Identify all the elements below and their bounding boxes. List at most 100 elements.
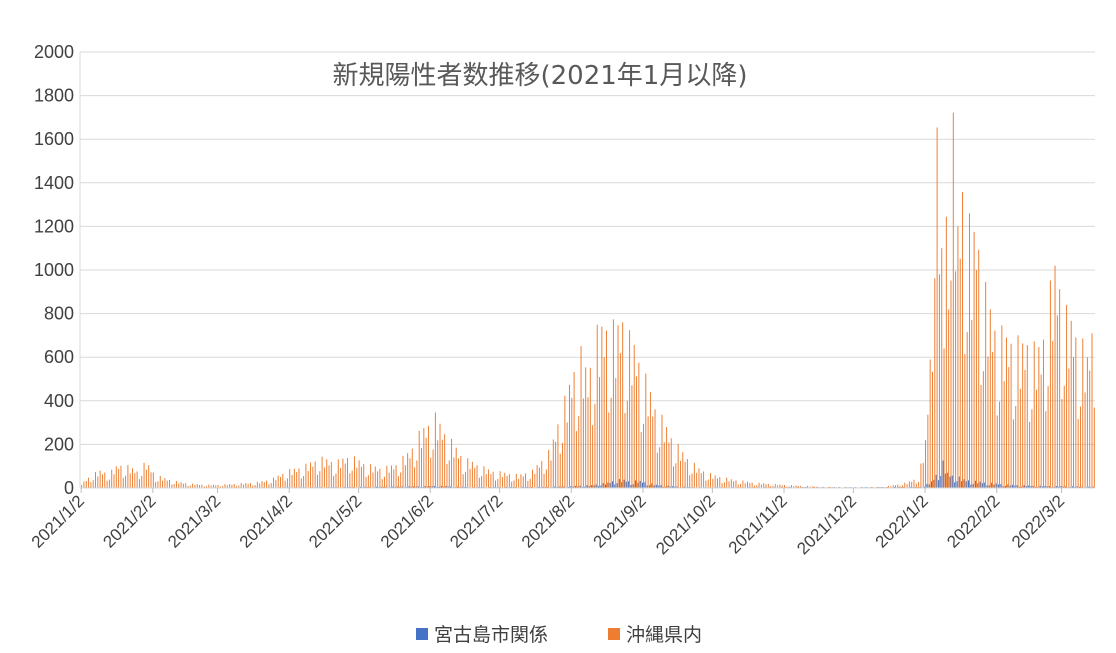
bar-okinawa <box>432 449 434 488</box>
x-tick-label: 2021/2/2 <box>99 491 159 551</box>
bar-miyakojima <box>986 485 988 488</box>
bar-okinawa <box>612 319 614 488</box>
y-tick-label: 800 <box>44 304 74 324</box>
bar-okinawa <box>582 398 584 488</box>
bar-okinawa <box>823 486 825 488</box>
bar-okinawa <box>1010 343 1012 488</box>
y-tick-label: 1800 <box>34 86 74 106</box>
bar-okinawa <box>259 483 261 488</box>
bar-okinawa <box>753 485 755 488</box>
bar-miyakojima <box>937 480 939 488</box>
bar-okinawa <box>545 469 547 488</box>
bar-okinawa <box>1040 374 1042 488</box>
x-tick-label: 2021/12/2 <box>793 491 860 558</box>
bar-miyakojima <box>359 486 361 488</box>
bar-okinawa <box>948 309 950 488</box>
bar-miyakojima <box>977 483 979 488</box>
bar-okinawa <box>261 481 263 488</box>
x-tick-label: 2021/4/2 <box>236 491 296 551</box>
bar-okinawa <box>624 413 626 488</box>
bar-okinawa <box>1008 367 1010 488</box>
bar-okinawa <box>367 475 369 488</box>
bar-miyakojima <box>1042 486 1043 488</box>
bar-okinawa <box>1054 265 1056 488</box>
bar-okinawa <box>911 481 913 488</box>
bar-okinawa <box>199 485 201 488</box>
bar-okinawa <box>122 477 124 488</box>
x-tick-label: 2021/11/2 <box>725 491 791 557</box>
bar-okinawa <box>772 485 774 488</box>
bars <box>80 112 1095 489</box>
bar-okinawa <box>733 481 735 488</box>
bar-okinawa <box>474 467 476 488</box>
bar-miyakojima <box>974 480 976 488</box>
bar-okinawa <box>536 465 538 488</box>
bar-okinawa <box>384 476 386 488</box>
bar-okinawa <box>1049 280 1051 488</box>
bar-miyakojima <box>611 481 613 488</box>
x-tick-label: 2021/10/2 <box>652 491 719 558</box>
bar-miyakojima <box>877 486 879 488</box>
bar-miyakojima <box>1062 486 1064 488</box>
bar-miyakojima <box>561 486 563 488</box>
bar-okinawa <box>467 458 469 488</box>
bar-miyakojima <box>605 484 606 488</box>
bar-okinawa <box>943 348 945 488</box>
bar-okinawa <box>451 438 453 488</box>
bar-okinawa <box>538 467 540 488</box>
bar-miyakojima <box>894 486 896 488</box>
bar-miyakojima <box>1088 486 1090 488</box>
bar-miyakojima <box>577 486 579 488</box>
bar-okinawa <box>1026 345 1028 488</box>
bar-okinawa <box>603 357 605 488</box>
bar-okinawa <box>996 415 998 488</box>
bar-okinawa <box>994 330 996 488</box>
bar-okinawa <box>638 362 640 488</box>
bar-okinawa <box>222 486 224 488</box>
bar-okinawa <box>508 474 510 488</box>
bar-okinawa <box>485 474 487 488</box>
bar-okinawa <box>906 484 908 488</box>
bar-okinawa <box>1029 421 1031 488</box>
bar-okinawa <box>700 473 702 488</box>
bar-okinawa <box>495 480 496 488</box>
bar-miyakojima <box>998 484 1000 488</box>
bar-okinawa <box>895 485 896 488</box>
bar-okinawa <box>550 460 552 488</box>
bar-okinawa <box>363 464 365 488</box>
bar-okinawa <box>1031 409 1033 488</box>
bar-miyakojima <box>958 476 960 488</box>
bar-okinawa <box>749 483 751 488</box>
bar-okinawa <box>529 478 531 488</box>
bar-okinawa <box>605 330 607 488</box>
bar-okinawa <box>273 477 275 488</box>
bar-miyakojima <box>408 486 410 488</box>
bar-okinawa <box>716 478 718 488</box>
bar-okinawa <box>1033 341 1035 488</box>
bar-okinawa <box>920 463 922 488</box>
bar-okinawa <box>249 483 251 488</box>
bar-okinawa <box>786 486 788 488</box>
bar-okinawa <box>1052 340 1054 488</box>
bar-okinawa <box>444 434 446 488</box>
bar-okinawa <box>471 461 473 488</box>
bar-okinawa <box>578 416 580 488</box>
bar-okinawa <box>908 481 910 488</box>
bar-okinawa <box>941 248 943 488</box>
bar-okinawa <box>425 437 427 488</box>
bar-okinawa <box>807 485 809 488</box>
bar-miyakojima <box>1030 486 1032 488</box>
bar-miyakojima <box>1076 486 1078 488</box>
bar-okinawa <box>918 482 920 488</box>
bar-okinawa <box>629 330 631 488</box>
bar-okinawa <box>770 486 772 488</box>
bar-okinawa <box>342 458 344 488</box>
bar-okinawa <box>252 485 254 488</box>
bar-miyakojima <box>970 484 972 488</box>
x-tick-label: 2021/5/2 <box>305 491 365 551</box>
bar-okinawa <box>904 482 906 488</box>
bar-okinawa <box>499 471 501 488</box>
bar-okinawa <box>1075 337 1077 488</box>
bar-okinawa <box>649 392 651 488</box>
bar-miyakojima <box>431 486 433 488</box>
